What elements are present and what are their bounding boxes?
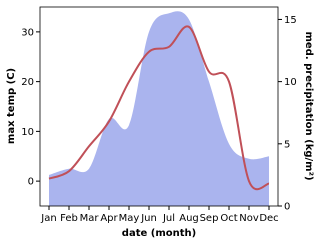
y2-tick-label: 15 xyxy=(284,15,297,26)
y2-axis-label: med. precipitation (kg/m²) xyxy=(303,31,314,180)
precipitation-area xyxy=(49,11,269,207)
x-tick-label: May xyxy=(119,213,140,224)
x-tick-label: Aug xyxy=(179,213,199,224)
x-tick-label: Nov xyxy=(239,213,259,224)
y-tick-label: 20 xyxy=(21,77,34,88)
y-tick-label: 10 xyxy=(21,127,34,138)
x-tick-label: Mar xyxy=(80,213,100,224)
x-axis-label: date (month) xyxy=(122,228,196,239)
temp-line xyxy=(48,25,270,191)
x-tick-label: Apr xyxy=(100,213,118,224)
x-tick-label: Sep xyxy=(200,213,219,224)
x-tick-label: Jan xyxy=(40,213,56,224)
plot-frame xyxy=(39,6,279,207)
y-tick-label: 0 xyxy=(28,177,34,188)
y2-tick-label: 10 xyxy=(284,77,297,88)
x-tick-label: Jul xyxy=(162,213,175,224)
x-tick-label: Oct xyxy=(220,213,237,224)
y2-tick-label: 0 xyxy=(284,202,290,213)
y-tick-label: 30 xyxy=(21,27,34,38)
y-axis-label: max temp (C) xyxy=(6,68,17,144)
y2-tick-label: 5 xyxy=(284,139,290,150)
x-tick-label: Dec xyxy=(259,213,278,224)
x-tick-label: Feb xyxy=(60,213,78,224)
x-tick-label: Jun xyxy=(140,213,157,224)
